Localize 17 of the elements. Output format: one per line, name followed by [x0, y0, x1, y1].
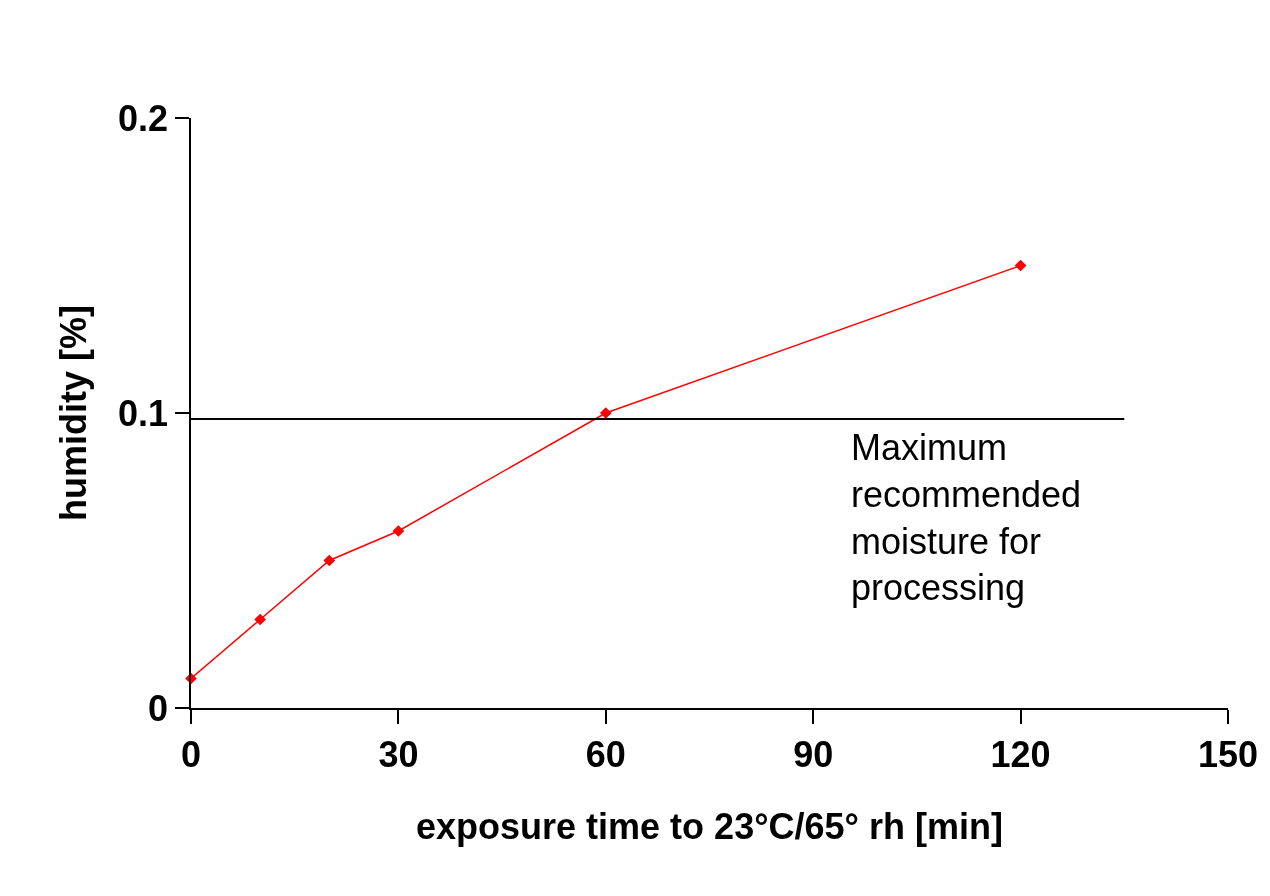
point	[392, 525, 405, 537]
point	[1014, 259, 1027, 272]
x-tick-label: 90	[793, 733, 834, 775]
x-tick-label: 30	[378, 733, 419, 775]
point	[323, 554, 336, 567]
y-tick-label: 0.1	[118, 392, 169, 434]
x-tick-label: 150	[1197, 733, 1259, 775]
y-tick-label: 0	[148, 687, 169, 729]
x-tick-label: 0	[180, 733, 202, 775]
point	[599, 407, 612, 419]
x-tick-label: 60	[585, 733, 626, 775]
y-axis-title: humidity [%]	[53, 305, 95, 521]
y-tick-label: 0.2	[118, 97, 169, 139]
point	[254, 613, 266, 626]
ref-line-label: Maximum recommended moisture for processing	[851, 427, 1082, 609]
x-axis-title: exposure time to 23°C/65° rh [min]	[416, 806, 1003, 848]
x-tick-label: 120	[990, 733, 1051, 775]
